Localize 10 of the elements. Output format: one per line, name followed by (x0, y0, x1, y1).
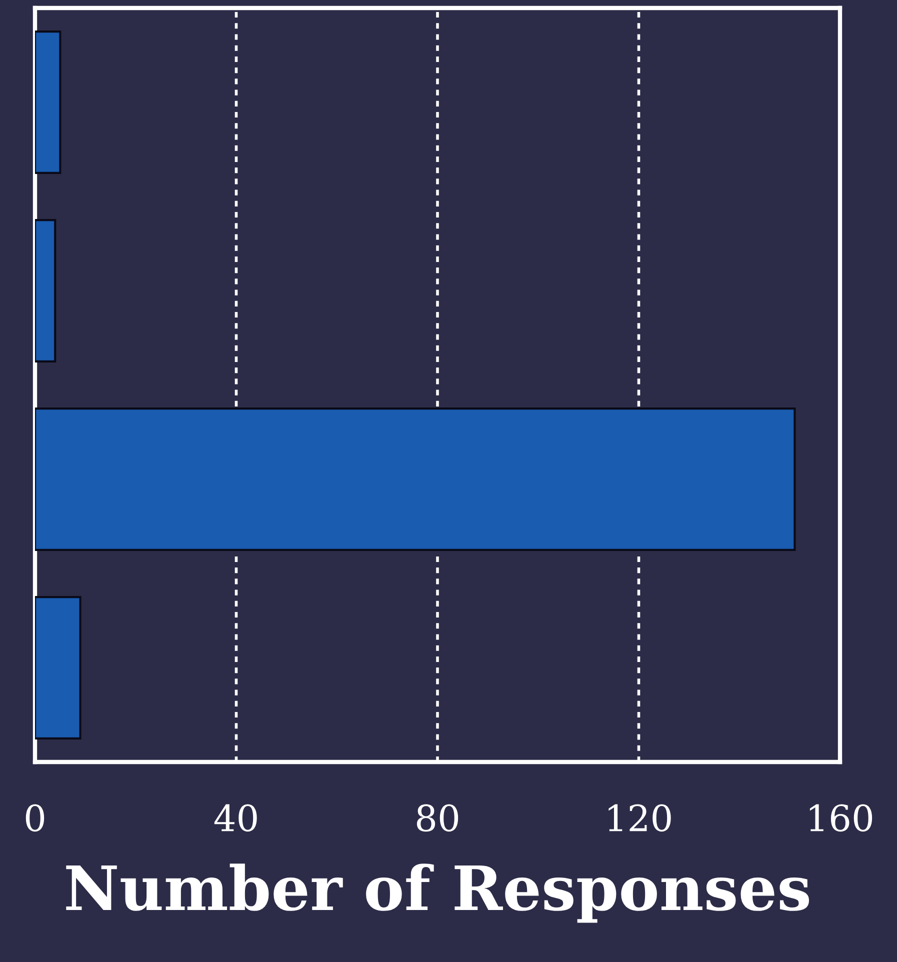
x-tick-label: 80 (416, 804, 458, 832)
bar (35, 219, 56, 362)
bar (35, 596, 82, 740)
bar (35, 30, 62, 174)
bar (35, 408, 796, 551)
x-tick-label: 40 (214, 804, 257, 832)
x-tick-label: 120 (608, 804, 671, 832)
x-tick-label: 160 (810, 804, 872, 832)
x-tick-label: 0 (26, 804, 44, 832)
x-axis-title: Number of Responses (66, 864, 810, 923)
